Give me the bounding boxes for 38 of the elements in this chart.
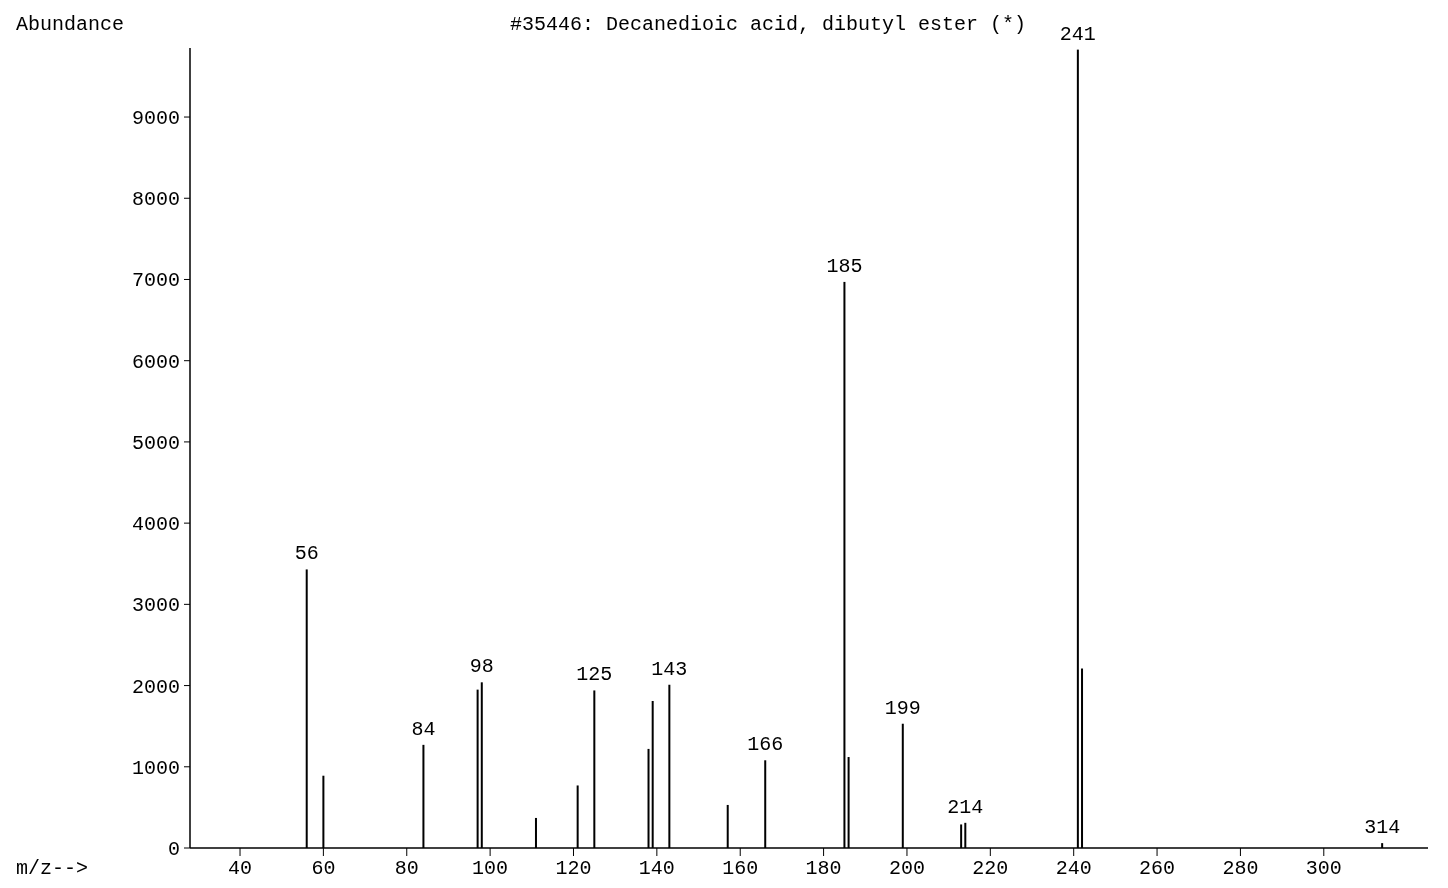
x-tick-label: 100 xyxy=(472,857,509,880)
annotation: 214 xyxy=(947,795,984,819)
x-tick-label: 240 xyxy=(1055,857,1092,880)
x-tick-label: 140 xyxy=(638,857,675,880)
x-tick-label: 260 xyxy=(1139,857,1176,880)
annotation: 56 xyxy=(294,542,319,566)
y-tick-label: 5000 xyxy=(131,431,180,455)
y-tick-label: 0 xyxy=(167,838,180,861)
y-tick-label: 9000 xyxy=(131,107,180,131)
x-tick-label: 200 xyxy=(888,857,925,880)
y-tick-label: 7000 xyxy=(131,269,180,293)
x-tick-label: 280 xyxy=(1222,857,1259,880)
annotation: 125 xyxy=(576,663,613,687)
annotation: 166 xyxy=(747,733,784,757)
y-tick-label: 1000 xyxy=(131,756,180,780)
annotation: 199 xyxy=(884,696,921,720)
annotation: 241 xyxy=(1059,22,1096,46)
x-tick-label: 160 xyxy=(722,857,759,880)
y-tick-label: 4000 xyxy=(131,513,180,537)
x-tick-label: 300 xyxy=(1305,857,1342,880)
x-tick-label: 120 xyxy=(555,857,592,880)
chart-title: #35446: Decanedioic acid, dibutyl ester (*) xyxy=(509,13,1027,36)
annotation: 98 xyxy=(469,655,494,679)
y-tick-label: 6000 xyxy=(131,350,180,374)
x-axis-title: m/z--> xyxy=(16,857,89,880)
y-tick-label: 8000 xyxy=(131,188,180,212)
annotation: 314 xyxy=(1364,816,1401,840)
y-axis-title: Abundance xyxy=(16,13,125,36)
x-tick-label: 60 xyxy=(311,857,336,880)
x-tick-label: 180 xyxy=(805,857,842,880)
annotation: 143 xyxy=(651,657,688,681)
x-tick-label: 80 xyxy=(394,857,419,880)
x-tick-label: 220 xyxy=(972,857,1009,880)
y-tick-label: 3000 xyxy=(131,594,180,618)
annotation: 185 xyxy=(826,254,863,278)
y-tick-label: 2000 xyxy=(131,675,180,699)
annotation: 84 xyxy=(411,717,436,741)
x-tick-label: 40 xyxy=(228,857,253,880)
